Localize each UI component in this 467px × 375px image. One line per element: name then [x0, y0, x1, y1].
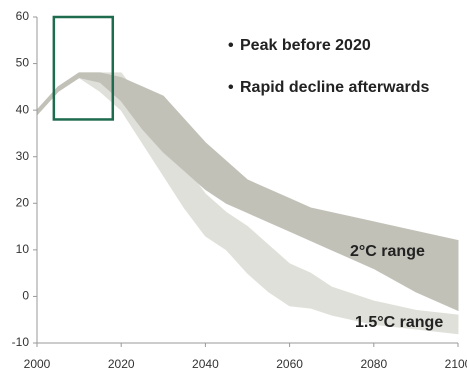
x-tick-label: 2100	[445, 357, 467, 371]
y-tick-label: 10	[16, 242, 30, 256]
band-label: 1.5°C range	[355, 314, 443, 331]
annotation-bullet: •	[228, 37, 234, 54]
y-tick-label: 40	[16, 102, 30, 116]
x-tick-label: 2060	[276, 357, 303, 371]
y-tick-label: 30	[16, 149, 30, 163]
y-tick-label: 60	[16, 9, 30, 23]
x-tick-label: 2000	[24, 357, 51, 371]
x-tick-label: 2040	[192, 357, 219, 371]
x-tick-label: 2020	[108, 357, 135, 371]
y-tick-label: 20	[16, 195, 30, 209]
range-band	[36, 72, 459, 312]
highlight-box	[52, 15, 115, 121]
x-tick-label: 2080	[360, 357, 387, 371]
annotation: Rapid decline afterwards	[240, 79, 429, 96]
y-tick-label: 50	[16, 56, 30, 70]
band-label: 2°C range	[350, 243, 425, 260]
annotation-bullet: •	[228, 79, 234, 96]
y-tick-label: -10	[12, 335, 30, 349]
annotation: Peak before 2020	[240, 37, 371, 54]
y-tick-label: 0	[22, 289, 29, 303]
